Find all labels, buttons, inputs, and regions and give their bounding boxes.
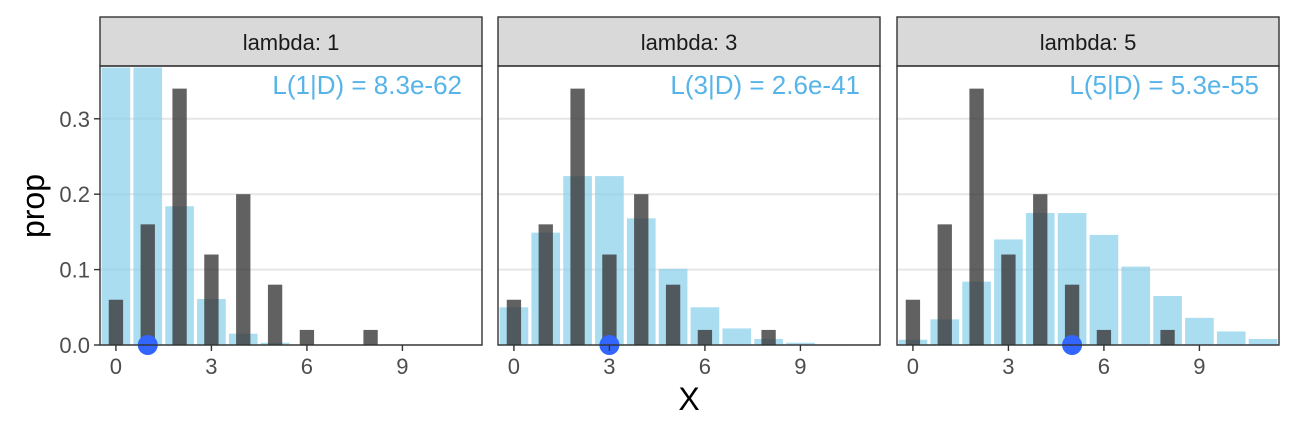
observed-bar xyxy=(506,299,522,345)
observed-bar xyxy=(697,329,713,345)
facet-panel: lambda: 3 L(3|D) = 2.6e-41 0 3 6 9 xyxy=(497,16,881,379)
panel-border xyxy=(497,65,881,346)
model-bar xyxy=(1089,234,1119,345)
observed-bar xyxy=(969,88,984,346)
observed-bar xyxy=(236,194,251,345)
y-tick-label: 0.0 xyxy=(59,333,90,358)
observed-bar xyxy=(1064,284,1080,345)
x-tick-label: 0 xyxy=(907,354,919,379)
observed-bar xyxy=(538,224,553,345)
facet-strip xyxy=(99,16,483,67)
observed-bar xyxy=(937,224,952,345)
x-tick-label: 6 xyxy=(699,354,711,379)
y-tick-label: 0.1 xyxy=(59,258,90,283)
facet-strip xyxy=(896,16,1280,67)
x-tick-label: 6 xyxy=(301,354,313,379)
observed-bar xyxy=(602,254,617,345)
observed-bar xyxy=(1033,194,1048,345)
x-tick-label: 3 xyxy=(205,354,217,379)
model-bar xyxy=(1248,338,1278,345)
facet-panel: lambda: 5 L(5|D) = 5.3e-55 0 3 6 9 xyxy=(896,16,1280,379)
observed-bar xyxy=(570,88,585,346)
y-tick-label: 0.2 xyxy=(59,182,90,207)
x-tick-label: 0 xyxy=(110,354,122,379)
facet-panels: lambda: 1 L(1|D) = 8.3e-62 0 3 6 9 lambda: 3 L(… xyxy=(99,16,1280,379)
panel-border xyxy=(99,65,483,346)
model-bar xyxy=(786,342,815,345)
observed-bar xyxy=(267,284,283,345)
model-bar xyxy=(101,67,131,345)
y-axis: 0.0 0.1 0.2 0.3 xyxy=(59,107,100,358)
x-tick-label: 3 xyxy=(603,354,615,379)
observed-bar xyxy=(299,329,315,345)
observed-bar xyxy=(108,299,124,345)
likelihood-annotation: L(5|D) = 5.3e-55 xyxy=(1069,70,1259,100)
x-tick-label: 9 xyxy=(794,354,806,379)
observed-bar xyxy=(1096,329,1112,345)
observed-bar xyxy=(665,284,681,345)
facet-strip-label: lambda: 5 xyxy=(1040,30,1137,55)
panel-border xyxy=(896,65,1280,346)
y-tick-label: 0.3 xyxy=(59,107,90,132)
likelihood-annotation: L(1|D) = 8.3e-62 xyxy=(272,70,462,100)
x-tick-label: 3 xyxy=(1002,354,1014,379)
observed-bar xyxy=(363,329,378,345)
observed-bar xyxy=(634,194,649,345)
facet-strip xyxy=(497,16,881,67)
observed-bar xyxy=(1001,254,1016,345)
model-bar xyxy=(1185,317,1214,345)
model-bar xyxy=(1216,331,1246,345)
model-bar xyxy=(722,328,752,345)
facet-panel: lambda: 1 L(1|D) = 8.3e-62 0 3 6 9 xyxy=(99,16,483,379)
likelihood-annotation: L(3|D) = 2.6e-41 xyxy=(670,70,860,100)
facet-strip-label: lambda: 3 xyxy=(641,30,738,55)
x-tick-label: 9 xyxy=(396,354,408,379)
observed-bar xyxy=(1160,329,1175,345)
x-tick-label: 9 xyxy=(1193,354,1205,379)
y-axis-title: prop xyxy=(15,174,51,238)
observed-bar xyxy=(761,329,776,345)
facet-strip-label: lambda: 1 xyxy=(243,30,340,55)
x-axis-title: X xyxy=(678,381,699,417)
x-tick-label: 6 xyxy=(1098,354,1110,379)
observed-bar xyxy=(140,224,155,345)
observed-bar xyxy=(204,254,219,345)
x-tick-label: 0 xyxy=(508,354,520,379)
model-bar xyxy=(1121,266,1151,345)
observed-bar xyxy=(905,299,921,345)
observed-bar xyxy=(172,88,187,346)
